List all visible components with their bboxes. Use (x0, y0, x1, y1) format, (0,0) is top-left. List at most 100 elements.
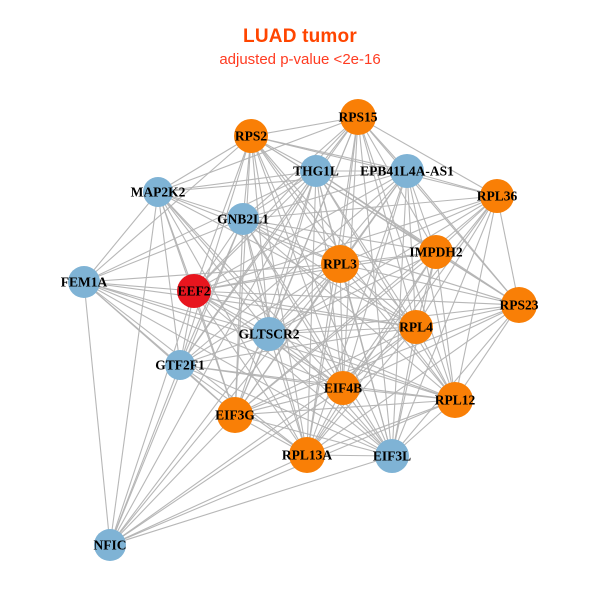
node-label: FEM1A (61, 275, 108, 290)
node-circle[interactable] (234, 119, 268, 153)
network-edge (83, 281, 111, 546)
network-edge (83, 281, 344, 389)
node-circle[interactable] (217, 397, 253, 433)
node-circle[interactable] (68, 266, 100, 298)
network-edge (83, 263, 341, 283)
network-edge (83, 191, 159, 283)
network-edge (179, 326, 417, 366)
node-label: GTF2F1 (155, 358, 205, 373)
network-edge (391, 195, 498, 457)
node-label: THG1L (293, 164, 339, 179)
network-edge (315, 170, 417, 328)
network-node[interactable]: RPL4 (399, 310, 433, 344)
network-edge (234, 399, 456, 416)
network-edge (242, 218, 520, 306)
network-edge (268, 170, 317, 335)
network-edge (242, 218, 456, 401)
network-edge (109, 333, 270, 546)
node-circle[interactable] (300, 155, 332, 187)
network-edge (250, 135, 308, 456)
network-edge (83, 281, 393, 457)
node-circle[interactable] (321, 245, 359, 283)
node-layer[interactable]: RPS15 RPS2 THG1L EPB41L4A-AS1 MAP2K2 RPL36 GNB… (61, 99, 539, 561)
network-node[interactable]: MAP2K2 (131, 177, 186, 207)
network-node[interactable]: RPS2 (234, 119, 268, 153)
network-node[interactable]: RPS23 (499, 287, 539, 323)
network-edge (83, 281, 308, 456)
network-edge (157, 135, 252, 193)
network-node[interactable]: RPS15 (338, 99, 378, 135)
node-circle[interactable] (252, 317, 286, 351)
network-node[interactable]: THG1L (293, 155, 339, 187)
network-node[interactable]: RPL36 (477, 179, 518, 213)
node-label: RPS2 (235, 129, 268, 144)
network-node[interactable]: EIF3G (215, 397, 255, 433)
network-node[interactable]: FEM1A (61, 266, 108, 298)
network-edge (268, 304, 520, 335)
network-node[interactable]: GNB2L1 (217, 203, 269, 235)
network-edge (357, 116, 498, 197)
network-edge (109, 218, 244, 546)
node-circle[interactable] (437, 382, 473, 418)
network-edge (306, 399, 456, 456)
network-edge (242, 218, 437, 253)
node-circle[interactable] (143, 177, 173, 207)
node-circle[interactable] (326, 371, 360, 405)
network-edge (109, 191, 159, 546)
network-edge (193, 195, 498, 292)
network-edge (268, 333, 308, 456)
network-edge (268, 326, 417, 335)
network-edge (306, 304, 520, 456)
network-edge (315, 170, 437, 253)
node-circle[interactable] (501, 287, 537, 323)
node-label: RPL12 (435, 393, 476, 408)
network-edge (391, 326, 417, 457)
node-circle[interactable] (289, 437, 325, 473)
network-edge (193, 290, 393, 457)
network-node[interactable]: RPL13A (282, 437, 333, 473)
network-node[interactable]: GLTSCR2 (238, 317, 300, 351)
network-edge (339, 263, 520, 306)
node-label: EIF4B (324, 381, 362, 396)
network-node[interactable]: EIF3L (373, 439, 411, 473)
node-circle[interactable] (419, 235, 453, 269)
network-node[interactable]: EIF4B (324, 371, 362, 405)
node-circle[interactable] (390, 154, 424, 188)
network-edge (83, 281, 195, 292)
network-node[interactable]: EEF2 (177, 274, 211, 308)
node-circle[interactable] (165, 350, 195, 380)
network-node[interactable]: RPL12 (435, 382, 476, 418)
network-node[interactable]: IMPDH2 (409, 235, 463, 269)
network-node[interactable]: EPB41L4A-AS1 (360, 154, 454, 188)
node-circle[interactable] (375, 439, 409, 473)
node-circle[interactable] (94, 529, 126, 561)
network-edge (306, 326, 417, 456)
network-edge (193, 263, 341, 292)
node-label: RPL3 (323, 257, 357, 272)
node-circle[interactable] (480, 179, 514, 213)
node-label: EIF3L (373, 449, 411, 464)
node-label: RPL13A (282, 448, 333, 463)
network-edge (306, 263, 341, 456)
network-node[interactable]: GTF2F1 (155, 350, 205, 380)
node-circle[interactable] (177, 274, 211, 308)
node-circle[interactable] (399, 310, 433, 344)
network-edge (415, 195, 498, 328)
node-circle[interactable] (227, 203, 259, 235)
network-edge (342, 195, 498, 389)
network-edge (109, 454, 308, 546)
node-circle[interactable] (340, 99, 376, 135)
network-edge (109, 364, 181, 546)
network-edge (339, 263, 456, 401)
network-edge (193, 290, 308, 456)
node-label: EPB41L4A-AS1 (360, 164, 454, 179)
network-node[interactable]: NFIC (94, 529, 127, 561)
network-edge (193, 170, 317, 292)
network-edge (242, 218, 270, 335)
network-edge (250, 135, 417, 328)
network-node[interactable]: RPL3 (321, 245, 359, 283)
network-edge (342, 170, 408, 389)
network-edge (234, 326, 417, 416)
